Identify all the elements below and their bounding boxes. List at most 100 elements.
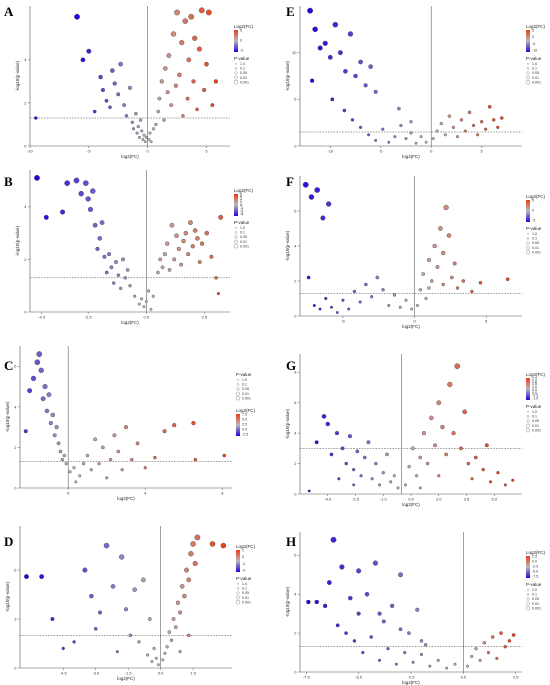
- y-tick-label: 2: [24, 100, 27, 105]
- size-legend-label: 1.0: [532, 588, 537, 592]
- data-point: [332, 21, 339, 28]
- x-tick-label: 2.5: [513, 675, 519, 680]
- data-point: [116, 273, 121, 277]
- data-point: [81, 462, 86, 466]
- data-point: [314, 440, 319, 445]
- data-point: [334, 431, 340, 436]
- data-point: [407, 464, 411, 469]
- data-point: [141, 138, 145, 141]
- data-point: [116, 92, 121, 97]
- color-legend-tick: -3: [240, 210, 243, 214]
- data-point: [182, 593, 187, 599]
- panel-c: C 0 4 8 0 2 4 6 log2(FC) -log10(p-value) P-value1.…: [4, 346, 256, 501]
- color-legend-tick: -5: [532, 42, 535, 46]
- panel-letter: D: [4, 534, 13, 549]
- data-point: [447, 114, 452, 118]
- y-axis-label: -log10(p-value): [285, 60, 290, 91]
- color-legend-bar: [234, 30, 238, 52]
- data-point: [197, 260, 202, 264]
- data-point: [78, 474, 82, 478]
- size-legend-symbol: [236, 391, 240, 396]
- size-legend-symbol: [526, 237, 530, 240]
- data-point: [104, 270, 109, 275]
- data-point: [426, 257, 431, 263]
- data-point: [36, 351, 43, 357]
- size-legend-label: 0.05: [532, 597, 539, 601]
- data-point: [341, 298, 345, 302]
- color-legend-title: Log2(FC): [236, 544, 256, 549]
- data-point: [320, 215, 326, 221]
- data-point: [166, 53, 172, 58]
- data-point: [169, 638, 174, 642]
- data-point: [72, 466, 76, 470]
- color-legend-title: Log2(FC): [526, 194, 546, 199]
- data-point: [381, 471, 385, 475]
- data-point: [72, 640, 76, 644]
- data-point: [144, 135, 148, 139]
- data-point: [358, 59, 363, 65]
- data-point: [325, 201, 332, 207]
- x-axis-label: log2(FC): [402, 680, 420, 685]
- data-point: [378, 483, 382, 487]
- panel-letter: A: [4, 4, 14, 19]
- size-legend-label: 1.0: [532, 232, 537, 236]
- data-point: [104, 98, 109, 103]
- data-point: [192, 228, 198, 233]
- size-legend-symbol: [235, 600, 241, 605]
- x-tick-label: -4.5: [38, 315, 46, 320]
- data-point: [369, 635, 373, 639]
- data-point: [307, 489, 311, 493]
- data-point: [50, 617, 55, 621]
- data-point: [407, 631, 411, 635]
- data-point: [490, 635, 495, 639]
- panel-f: F -5 0 5 0 2 4 6 log2(FC) -log10(p-value) Log2(FC)…: [285, 174, 546, 329]
- data-point: [444, 452, 448, 457]
- data-point: [149, 307, 153, 311]
- data-point: [409, 131, 413, 135]
- data-point: [186, 577, 192, 583]
- data-point: [140, 129, 144, 133]
- data-point: [385, 452, 389, 457]
- data-point: [160, 265, 165, 270]
- data-point: [116, 449, 121, 454]
- data-point: [210, 103, 215, 107]
- data-point: [437, 474, 441, 478]
- data-point: [132, 587, 137, 592]
- color-legend-tick: -2.5: [532, 565, 538, 569]
- data-point: [190, 541, 196, 547]
- color-legend-tick: -2: [240, 208, 243, 212]
- data-point: [178, 650, 182, 654]
- data-point: [361, 650, 365, 655]
- data-point: [194, 534, 201, 541]
- size-legend-symbol: [526, 593, 530, 596]
- size-legend-label: 1.0: [240, 226, 245, 230]
- data-point: [23, 429, 28, 434]
- size-legend-label: 1.0: [242, 582, 247, 586]
- data-point: [375, 275, 380, 280]
- size-legend-title: P-value: [236, 372, 252, 377]
- data-point: [409, 120, 413, 124]
- data-point: [471, 123, 476, 128]
- data-point: [337, 50, 343, 56]
- data-point: [394, 662, 398, 666]
- data-point: [78, 190, 84, 197]
- data-point: [343, 69, 348, 74]
- data-point: [118, 61, 123, 67]
- data-point: [174, 233, 179, 238]
- data-point: [326, 580, 332, 585]
- y-tick-label: 2: [24, 257, 27, 262]
- data-point: [443, 204, 449, 211]
- data-point: [167, 630, 172, 634]
- data-point: [427, 286, 431, 290]
- size-legend-label: 0.1: [532, 593, 537, 597]
- y-tick-label: 6: [294, 400, 297, 405]
- x-axis-label: log2(FC): [117, 496, 135, 501]
- color-legend-tick: -2.5: [242, 433, 248, 437]
- data-point: [307, 7, 313, 14]
- data-point: [335, 623, 340, 628]
- data-point: [162, 429, 167, 434]
- data-point: [85, 196, 91, 202]
- data-point: [195, 236, 200, 241]
- data-point: [312, 304, 316, 307]
- size-legend-title: P-value: [526, 226, 542, 231]
